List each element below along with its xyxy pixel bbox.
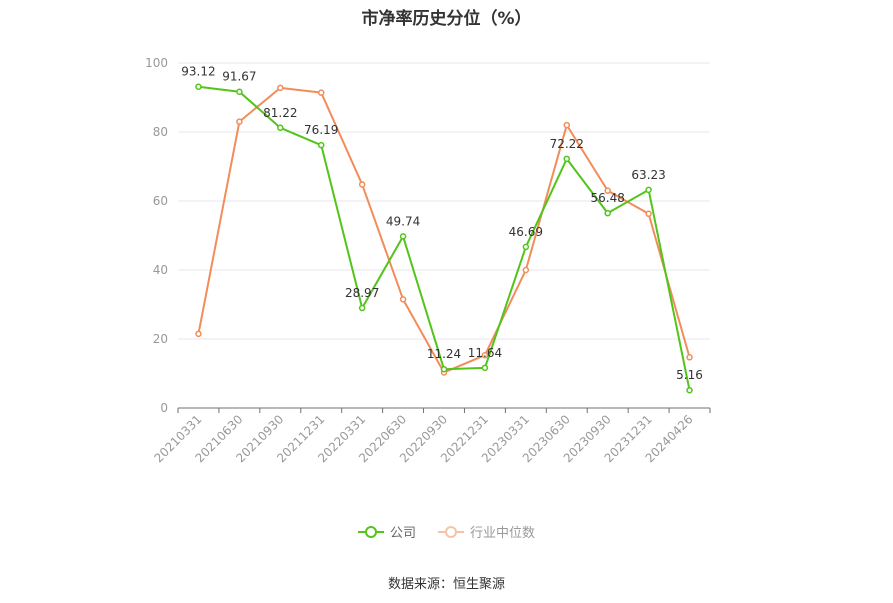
legend-company-icon [357, 525, 384, 538]
legend-industry-icon [438, 525, 464, 538]
company-point [645, 186, 652, 194]
company-point [481, 364, 489, 372]
y-tick-label: 0 [160, 401, 168, 415]
y-tick-label: 60 [153, 194, 168, 208]
y-tick-label: 20 [153, 332, 168, 346]
company-point [195, 83, 202, 90]
industry-median-point [522, 266, 530, 274]
legend-company-label: 公司 [389, 526, 416, 541]
y-tick-label: 80 [153, 125, 168, 139]
company-data-label: 11.24 [427, 347, 461, 361]
x-axis: 2021033120210630202109302021123120220331… [151, 407, 711, 465]
company-data-label: 93.12 [181, 65, 215, 79]
company-data-label: 72.22 [550, 137, 584, 151]
industry-median-point [604, 187, 611, 194]
company-data-label: 5.16 [676, 368, 703, 382]
company-data-label: 76.19 [304, 123, 338, 137]
company-data-label: 81.22 [263, 106, 297, 120]
grid-lines [178, 62, 710, 340]
y-tick-label: 100 [145, 56, 168, 70]
y-axis: 0 20 40 60 80 100 [145, 56, 168, 415]
industry-median-point [481, 351, 489, 359]
industry-median-point [645, 210, 652, 218]
company-point [563, 155, 571, 163]
company-data-label: 11.64 [468, 346, 502, 360]
industry-median-point [277, 84, 284, 92]
company-point [604, 209, 611, 217]
company-point [317, 141, 325, 149]
series-line-industry-median [197, 86, 691, 374]
y-tick-label: 40 [153, 263, 168, 277]
data-source: 数据来源：恒生聚源 [387, 577, 505, 592]
legend-item-industry-median[interactable]: 行业中位数 [438, 522, 535, 541]
legend-industry-label: 行业中位数 [470, 526, 536, 541]
company-point [399, 233, 407, 240]
industry-median-point [358, 181, 366, 188]
company-data-label: 56.48 [591, 191, 625, 205]
legend: 公司 行业中位数 [0, 522, 893, 541]
company-point [236, 88, 243, 95]
industry-median-point [563, 121, 571, 129]
company-data-label: 46.69 [509, 225, 543, 239]
company-point [358, 304, 366, 312]
company-point [440, 365, 448, 373]
chart-title: 市净率历史分位（%） [361, 9, 532, 29]
industry-median-point [399, 296, 407, 303]
industry-median-point [317, 89, 325, 96]
industry-median-point [195, 330, 202, 338]
industry-median-point [686, 354, 693, 361]
company-data-label: 63.23 [631, 168, 665, 182]
industry-median-point [236, 118, 243, 125]
company-data-label: 49.74 [386, 214, 420, 228]
company-point [686, 386, 693, 394]
series-layer [195, 83, 693, 394]
legend-item-company[interactable]: 公司 [357, 522, 416, 541]
company-data-label: 28.97 [345, 286, 379, 300]
company-data-label: 91.67 [222, 70, 256, 84]
company-point [522, 243, 530, 251]
data-labels: 93.12 91.67 81.22 76.19 28.97 49.74 11.24 11.64… [181, 65, 703, 382]
company-point [277, 124, 284, 132]
